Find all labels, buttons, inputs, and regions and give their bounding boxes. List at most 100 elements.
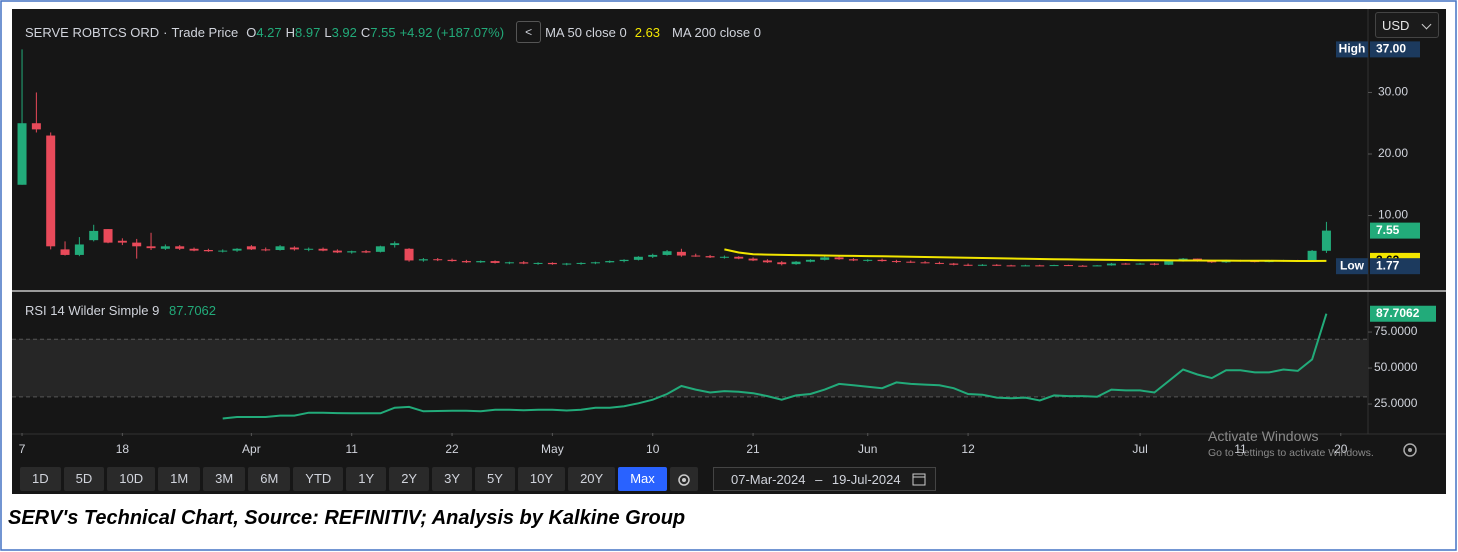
candle-body xyxy=(848,259,858,261)
x-tick-label: 18 xyxy=(116,442,130,456)
settings-icon[interactable] xyxy=(1403,443,1417,457)
candle-body xyxy=(390,243,400,246)
caption: SERV's Technical Chart, Source: REFINITI… xyxy=(8,507,686,529)
candle-body xyxy=(805,259,815,262)
candle-body xyxy=(719,256,729,258)
range-button[interactable]: 6M xyxy=(248,467,291,491)
tag-name-bg xyxy=(1336,41,1368,58)
candle-body xyxy=(189,248,199,251)
candle-body xyxy=(1035,265,1045,267)
candle-body xyxy=(1020,265,1030,267)
candle-body xyxy=(476,261,486,263)
candle-body xyxy=(791,261,801,265)
candle-body xyxy=(332,250,342,253)
candle-body xyxy=(533,262,543,264)
x-tick-label: 22 xyxy=(445,442,459,456)
y-tick-label: 10.00 xyxy=(1378,208,1408,222)
candle-body xyxy=(404,248,414,261)
candle-body xyxy=(1207,261,1217,263)
date-range[interactable]: 07-Mar-2024 – 19-Jul-2024 xyxy=(713,467,936,491)
candle-body xyxy=(877,259,887,262)
candle-body xyxy=(863,259,873,261)
candle-body xyxy=(963,264,973,266)
separator: · xyxy=(163,24,168,40)
range-button[interactable]: 10D xyxy=(107,467,156,491)
y-tick-label: 30.00 xyxy=(1378,85,1408,99)
range-button[interactable]: 1Y xyxy=(346,467,387,491)
range-toolbar: 1D 5D 10D 1M 3M 6M YTD 1Y 2Y 3Y 5Y 10Y 20Y Max xyxy=(20,467,698,491)
instrument: SERVE ROBTCS ORD xyxy=(25,24,160,40)
y-tick-label: 20.00 xyxy=(1378,146,1408,160)
candle-body xyxy=(705,256,715,258)
candle-body xyxy=(834,257,844,260)
candle-body xyxy=(1063,265,1073,267)
candle-body xyxy=(347,251,357,253)
candle-body xyxy=(375,246,385,252)
candle-body xyxy=(1092,265,1102,267)
range-button[interactable]: 1D xyxy=(20,467,61,491)
range-button[interactable]: 3Y xyxy=(432,467,473,491)
settings-icon-dot xyxy=(1408,448,1412,452)
range-button[interactable]: 5D xyxy=(63,467,105,491)
x-tick-label: 20 xyxy=(1334,442,1348,456)
toolbar-settings[interactable] xyxy=(669,467,698,491)
tag-name: High xyxy=(1339,42,1366,56)
candle-body xyxy=(1164,261,1174,265)
open-label: O xyxy=(246,24,257,40)
x-tick-label: Jun xyxy=(858,442,877,456)
candle-body xyxy=(605,261,615,263)
candle-body xyxy=(1307,250,1317,262)
candle-body xyxy=(1006,265,1016,267)
range-button[interactable]: 10Y xyxy=(517,467,566,491)
candle-body xyxy=(662,251,672,255)
close-value: 7.55 xyxy=(370,24,396,40)
candle-body xyxy=(17,123,27,185)
candle-body xyxy=(246,246,256,250)
candle-body xyxy=(261,249,271,251)
tag-name: Low xyxy=(1340,258,1365,272)
chart-background xyxy=(12,9,1446,494)
date-from: 07-Mar-2024 xyxy=(731,472,806,487)
candle-body xyxy=(490,261,500,263)
x-tick-label: 11 xyxy=(1234,442,1247,456)
candle-body xyxy=(1321,230,1331,251)
change: +4.92 xyxy=(399,24,433,40)
rsi-tick-label: 25.0000 xyxy=(1374,396,1418,410)
range-button[interactable]: 20Y xyxy=(568,467,616,491)
x-tick-label: Jul xyxy=(1132,442,1147,456)
range-button[interactable]: 3M xyxy=(203,467,246,491)
candle-body xyxy=(1049,265,1059,267)
candle-body xyxy=(461,261,471,263)
candle-body xyxy=(934,262,944,264)
legend-header: SERVE ROBTCS ORD · Trade Price O 4.27 H 8.… xyxy=(25,21,765,43)
range-button[interactable]: Max xyxy=(618,467,667,491)
candle-body xyxy=(906,261,916,263)
candle-body xyxy=(1149,263,1159,265)
range-button[interactable]: 1M xyxy=(158,467,201,491)
range-button[interactable]: YTD xyxy=(293,467,344,491)
candle-body xyxy=(648,254,658,257)
candle-body xyxy=(820,257,830,260)
price-tag xyxy=(1370,222,1420,239)
candle-body xyxy=(60,249,70,255)
range-button[interactable]: 5Y xyxy=(475,467,515,491)
high-value: 8.97 xyxy=(295,24,321,40)
candle-body xyxy=(361,251,371,253)
candle-body xyxy=(289,247,299,250)
candle-body xyxy=(619,259,629,262)
candle-body xyxy=(1078,265,1088,267)
candle-body xyxy=(218,250,228,252)
candle-body xyxy=(949,263,959,265)
candle-body xyxy=(46,135,56,247)
range-button[interactable]: 2Y xyxy=(389,467,430,491)
candle-body xyxy=(1135,263,1145,265)
candle-body xyxy=(576,262,586,264)
collapse-button[interactable]: < xyxy=(516,21,542,43)
tag-name-bg xyxy=(1336,258,1368,275)
candle-body xyxy=(562,263,572,265)
currency-select[interactable]: USD xyxy=(1375,12,1439,38)
rsi-value: 87.7062 xyxy=(169,303,217,318)
candle-body xyxy=(748,258,758,261)
